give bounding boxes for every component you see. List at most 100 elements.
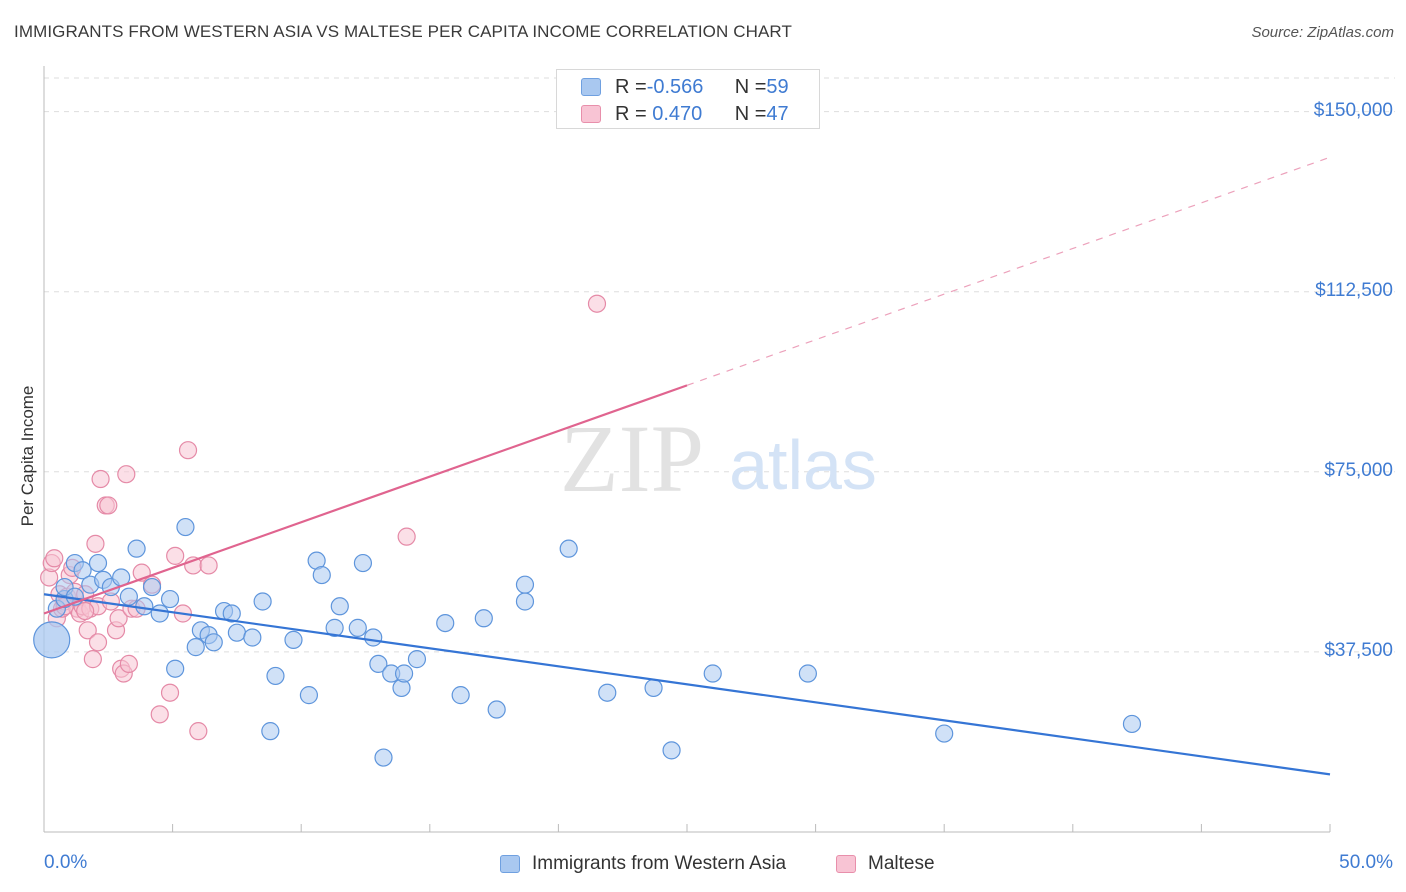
chart-title: IMMIGRANTS FROM WESTERN ASIA VS MALTESE … (14, 22, 792, 41)
western-asia-point (284, 630, 303, 649)
maltese-point (150, 705, 169, 724)
maltese-point (91, 469, 110, 489)
y-tick-label: $75,000 (1324, 459, 1393, 481)
n-value: 59 (766, 75, 789, 98)
western-asia-point (515, 575, 535, 594)
y-axis-title: Per Capita Income (18, 385, 37, 527)
legend-item-maltese: Maltese (836, 851, 935, 877)
western-asia-point (204, 633, 223, 652)
western-asia-point (662, 741, 681, 760)
blue-swatch (581, 78, 601, 96)
r-label: R = (615, 102, 647, 125)
western-asia-point (312, 565, 331, 585)
western-asia-point (364, 628, 383, 647)
maltese-point (119, 654, 138, 674)
maltese-point (76, 601, 95, 621)
western-asia-point (451, 686, 470, 705)
western-asia-point (353, 553, 373, 573)
maltese-point (88, 633, 108, 652)
western-asia-point (348, 618, 367, 637)
western-asia-point (253, 592, 272, 611)
western-asia-point (1122, 714, 1142, 734)
western-asia-point (166, 659, 185, 678)
western-asia-point (299, 686, 319, 705)
western-asia-point (266, 666, 285, 686)
maltese-point (99, 496, 118, 515)
western-asia-point (515, 592, 535, 611)
western-asia-point (186, 638, 205, 657)
western-asia-point (127, 539, 146, 558)
western-asia-point (73, 561, 92, 580)
n-label: N = (734, 75, 767, 98)
x-tick-label-min: 0.0% (44, 852, 88, 873)
western-asia-point (222, 604, 241, 623)
western-asia-trend-line (43, 593, 1331, 776)
maltese-point (160, 683, 180, 702)
western-asia-point (374, 748, 393, 767)
stats-legend-row-pink: R = 0.470 N = 47 (581, 101, 789, 127)
source-label: Source: ZipAtlas.com (1251, 24, 1394, 41)
western-asia-point (330, 597, 349, 616)
western-asia-point (142, 577, 162, 597)
western-asia-point (88, 553, 108, 573)
western-asia-point (227, 623, 246, 642)
maltese-point (83, 650, 102, 669)
western-asia-point (160, 589, 180, 609)
blue-swatch (500, 855, 520, 873)
watermark-atlas: atlas (729, 426, 877, 504)
y-tick-label: $37,500 (1324, 639, 1393, 661)
trend-lines (43, 156, 1331, 776)
western-asia-point (559, 539, 578, 558)
maltese-point (587, 294, 607, 313)
western-asia-point (325, 618, 344, 637)
n-label: N = (734, 102, 767, 125)
western-asia-point (135, 597, 154, 616)
y-tick-label: $150,000 (1313, 99, 1393, 121)
stats-legend: R = -0.566 N = 59 R = 0.470 N = 47 (556, 69, 820, 129)
western-asia-point (176, 517, 195, 537)
x-tick-label-max: 50.0% (1339, 852, 1393, 873)
pink-swatch (581, 105, 601, 123)
western-asia-point (436, 613, 455, 633)
r-value: 0.470 (646, 102, 703, 125)
legend-item-western-asia: Immigrants from Western Asia (500, 851, 786, 877)
y-tick-label: $112,500 (1315, 279, 1393, 301)
n-value: 47 (766, 102, 789, 125)
pink-swatch (836, 855, 856, 873)
western-asia-point (243, 628, 262, 647)
maltese-point (189, 722, 208, 741)
western-asia-point (487, 700, 506, 719)
maltese-trend-extension (686, 156, 1331, 386)
western-asia-point (935, 724, 954, 743)
maltese-point (86, 534, 105, 553)
maltese-point (199, 556, 218, 575)
maltese-point (117, 465, 136, 484)
western-asia-point (261, 722, 280, 741)
maltese-trend-line (43, 384, 688, 615)
axes (43, 66, 1331, 833)
western-asia-point (598, 683, 617, 702)
western-asia-point (33, 621, 71, 659)
western-asia-point (644, 678, 663, 698)
r-value: -0.566 (646, 75, 704, 98)
western-asia-point (703, 664, 722, 683)
western-asia-point (798, 664, 817, 683)
stats-legend-row-blue: R = -0.566 N = 59 (581, 74, 789, 100)
maltese-points (40, 294, 607, 741)
legend-label: Maltese (868, 853, 935, 874)
western-asia-point (369, 654, 388, 674)
watermark-zip: ZIP (560, 405, 704, 512)
legend-label: Immigrants from Western Asia (532, 853, 787, 874)
western-asia-point (150, 604, 169, 623)
maltese-point (178, 441, 198, 460)
maltese-point (45, 549, 64, 568)
western-asia-point (407, 650, 427, 669)
r-label: R = (615, 75, 647, 98)
maltese-point (109, 609, 128, 628)
western-asia-points (33, 517, 1142, 767)
maltese-point (78, 621, 97, 640)
western-asia-point (474, 609, 493, 628)
grid-lines (44, 77, 1395, 653)
maltese-point (397, 527, 416, 546)
